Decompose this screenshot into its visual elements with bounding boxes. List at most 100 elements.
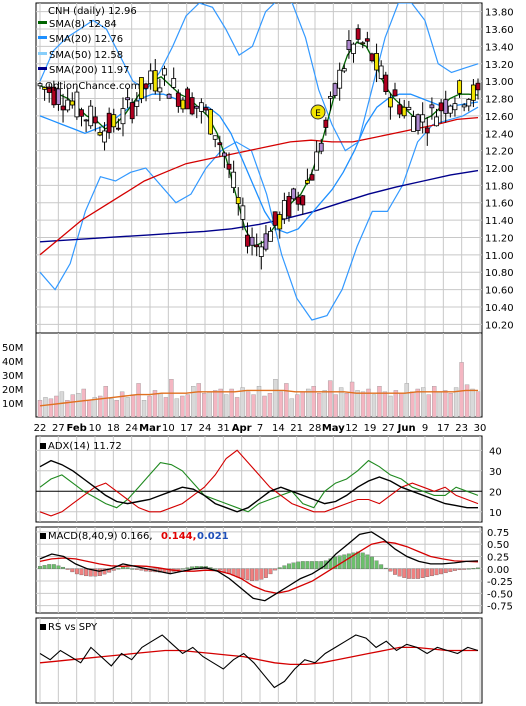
volume-bar xyxy=(426,394,431,417)
macd-histogram-bar xyxy=(38,566,42,569)
macd-histogram-bar xyxy=(457,568,462,571)
minus-di-line xyxy=(39,449,479,517)
candle-body xyxy=(337,69,343,89)
volume-bar xyxy=(366,388,371,417)
date-tick-label: 10 xyxy=(162,423,175,434)
volume-bar xyxy=(327,380,333,417)
candle-body xyxy=(447,105,453,114)
volume-bar xyxy=(141,400,147,417)
price-tick-label: 11.00 xyxy=(485,251,514,262)
macd-histogram-bar xyxy=(402,568,407,578)
volume-bar xyxy=(399,393,404,417)
volume-bar xyxy=(114,400,119,417)
macd-histogram-bar xyxy=(388,568,393,572)
date-tick-label: 30 xyxy=(474,423,487,434)
macd-histogram-bar xyxy=(333,556,338,569)
macd-hist-value: 0.021 xyxy=(197,531,229,542)
volume-bar xyxy=(333,394,338,417)
macd-histogram-bar xyxy=(74,568,79,575)
rs-swatch xyxy=(40,624,46,630)
bollinger-upper-line xyxy=(39,3,479,152)
price-tick-label: 12.60 xyxy=(485,112,514,123)
volume-bar xyxy=(92,397,97,417)
volume-bar xyxy=(262,395,267,417)
candle-body xyxy=(180,99,186,110)
adx-tick-label: 40 xyxy=(489,446,502,457)
date-tick-label: 28 xyxy=(309,423,322,434)
candle-body xyxy=(194,105,200,109)
candle-body xyxy=(392,89,398,97)
candle-body xyxy=(134,100,140,107)
candle-body xyxy=(300,195,306,206)
legend-sma200: SMA(200) 11.97 xyxy=(49,65,130,76)
price-tick-label: 10.60 xyxy=(485,286,514,297)
macd-histogram-bar xyxy=(213,568,218,570)
rs-label: RS vs SPY xyxy=(48,622,98,633)
volume-bar xyxy=(229,388,234,417)
volume-bar xyxy=(81,388,87,417)
legend-swatch-sma20 xyxy=(38,36,47,39)
volume-bar xyxy=(207,391,212,417)
candle-body xyxy=(120,108,126,125)
macd-histogram-bar xyxy=(346,553,351,569)
macd-histogram-bar xyxy=(56,565,61,569)
candle-body xyxy=(166,93,172,99)
volume-bar xyxy=(256,386,262,417)
volume-bar xyxy=(76,393,81,417)
macd-legend: MACD(8,40,9) 0.166, 0.144, 0.021 xyxy=(40,531,229,542)
price-tick-label: 12.40 xyxy=(485,129,514,140)
adx-tick-label: 20 xyxy=(489,487,502,498)
macd-histogram-bar xyxy=(282,565,287,569)
macd-histogram-bar xyxy=(139,568,144,571)
candle-body xyxy=(162,68,167,76)
macd-histogram-bar xyxy=(102,568,107,575)
candle-body xyxy=(475,82,481,91)
macd-histogram-bar xyxy=(452,568,457,571)
volume-bar xyxy=(393,390,399,417)
volume-bar xyxy=(355,390,360,417)
candle-body xyxy=(429,104,435,109)
candle-body xyxy=(240,205,246,220)
candle-body xyxy=(291,188,296,200)
price-tick-label: 13.80 xyxy=(485,8,514,19)
volume-bar xyxy=(147,395,152,417)
macd-histogram-bar xyxy=(125,567,130,569)
macd-histogram-bar xyxy=(360,552,365,569)
date-tick-label: 18 xyxy=(107,423,120,434)
macd-histogram-bar xyxy=(263,568,268,578)
macd-histogram-bar xyxy=(70,568,75,573)
macd-histogram-bar xyxy=(291,562,296,569)
candle-body xyxy=(88,105,94,127)
macd-histogram-bar xyxy=(296,561,301,569)
volume-bar xyxy=(322,390,327,417)
volume-bar xyxy=(410,391,415,417)
macd-histogram-bar xyxy=(277,567,282,569)
candle-body xyxy=(217,142,223,146)
volume-tick-label: 10M xyxy=(2,399,23,410)
macd-histogram-bar xyxy=(250,568,255,582)
macd-histogram-bar xyxy=(97,568,102,577)
volume-bar xyxy=(459,362,464,417)
candle-body xyxy=(222,152,227,157)
candle-body xyxy=(286,196,292,217)
volume-bar xyxy=(180,395,185,417)
volume-bar xyxy=(371,394,377,417)
macd-histogram-bar xyxy=(185,567,190,569)
date-axis: 22 27 Feb 10 18 24 Mar 10 17 24 31 Apr 7 14 21 28 May 12 1… xyxy=(34,423,487,434)
macd-tick-label: 0.50 xyxy=(487,540,509,551)
volume-bar xyxy=(453,387,459,417)
date-tick-label: 10 xyxy=(89,423,102,434)
macd-histogram-bar xyxy=(374,560,379,569)
macd-tick-label: -0.50 xyxy=(487,589,513,600)
volume-bar xyxy=(278,391,284,417)
candle-body xyxy=(203,107,209,111)
macd-histogram-bar xyxy=(425,568,430,577)
date-tick-label: Jun xyxy=(397,423,416,434)
candle-body xyxy=(295,196,301,205)
volume-bar xyxy=(70,394,76,417)
macd-swatch xyxy=(40,533,46,539)
adx-swatch xyxy=(40,443,46,449)
candle-body xyxy=(106,112,112,133)
macd-histogram-bar xyxy=(420,568,425,578)
volume-bar xyxy=(185,394,191,417)
